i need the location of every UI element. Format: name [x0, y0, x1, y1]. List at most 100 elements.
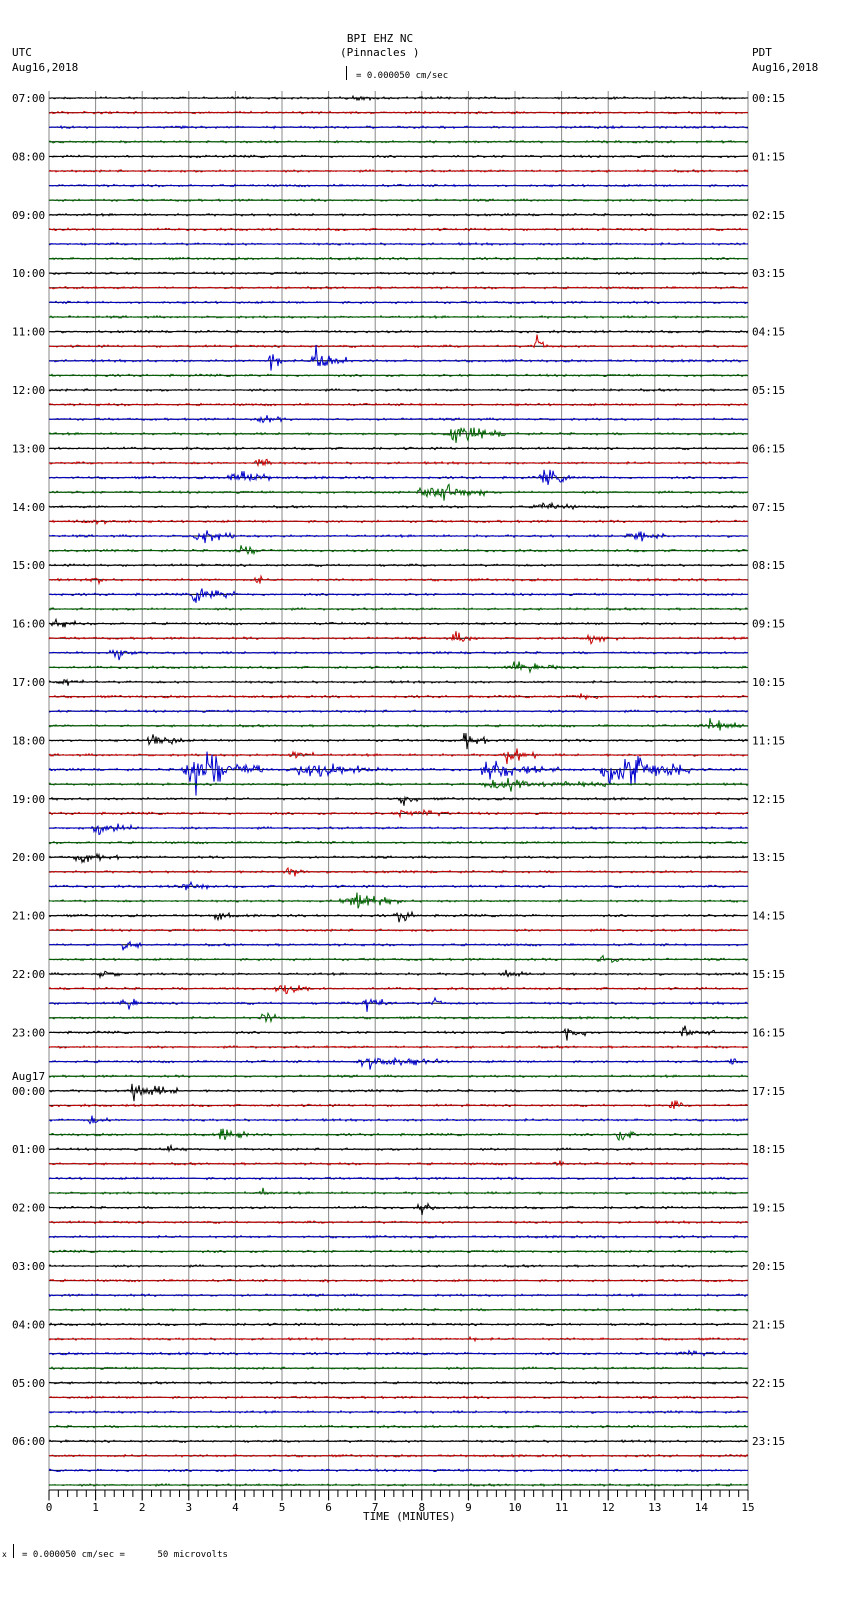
seismic-trace: [48, 751, 749, 796]
seismic-trace: [48, 334, 749, 349]
seismic-trace: [48, 314, 749, 320]
seismic-trace: [48, 329, 749, 334]
seismic-trace: [48, 483, 749, 501]
pdt-hour-label: 16:15: [752, 1026, 785, 1039]
x-tick-label: 12: [602, 1501, 615, 1514]
seismic-trace: [48, 693, 749, 701]
seismic-trace: [48, 852, 749, 865]
x-tick-label: 7: [372, 1501, 379, 1514]
seismic-trace: [48, 469, 749, 485]
pdt-hour-label: 04:15: [752, 326, 785, 339]
utc-hour-label: 16:00: [12, 618, 45, 631]
utc-hour-label: 19:00: [12, 793, 45, 806]
seismic-trace: [49, 1366, 749, 1371]
seismic-trace: [48, 1201, 749, 1216]
seismic-trace: [48, 1234, 749, 1239]
pdt-hour-label: 14:15: [752, 910, 785, 923]
seismic-trace: [48, 94, 749, 102]
utc-hour-label: 23:00: [12, 1026, 45, 1039]
seismic-trace: [48, 880, 749, 891]
seismic-trace: [48, 458, 749, 468]
utc-hour-label: 09:00: [12, 209, 45, 222]
utc-hour-label: 20:00: [12, 851, 45, 864]
left-timezone: UTC: [12, 46, 32, 59]
seismic-trace: [48, 1322, 749, 1327]
x-tick-label: 4: [232, 1501, 239, 1514]
utc-hour-label: 03:00: [12, 1260, 45, 1273]
seismic-trace: [48, 285, 748, 290]
seismic-trace: [48, 545, 749, 556]
pdt-hour-label: 15:15: [752, 968, 785, 981]
seismic-trace: [48, 1044, 749, 1050]
seismic-trace: [48, 606, 749, 612]
utc-hour-label: 08:00: [12, 150, 45, 163]
seismic-trace: [48, 530, 749, 544]
x-tick-label: 10: [508, 1501, 521, 1514]
seismic-trace: [48, 969, 749, 980]
x-tick-label: 9: [465, 1501, 472, 1514]
seismic-trace: [48, 212, 749, 218]
seismic-trace: [48, 631, 749, 645]
seismic-trace: [48, 1176, 749, 1181]
seismic-trace: [48, 892, 749, 909]
seismic-trace: [48, 1187, 749, 1196]
seismic-trace: [48, 168, 749, 174]
utc-hour-label: 01:00: [12, 1143, 45, 1156]
seismic-trace: [48, 1482, 749, 1488]
pdt-hour-label: 09:15: [752, 618, 785, 631]
x-tick-label: 0: [46, 1501, 53, 1514]
seismic-trace: [48, 954, 749, 964]
utc-hour-label: 14:00: [12, 501, 45, 514]
seismic-trace: [48, 373, 748, 378]
scale-bar-icon: [346, 66, 347, 80]
pdt-hour-label: 11:15: [752, 734, 785, 747]
seismic-trace: [48, 1263, 749, 1269]
seismic-trace: [48, 574, 749, 586]
right-timezone: PDT: [752, 46, 772, 59]
seismic-trace: [48, 795, 749, 806]
seismic-trace: [48, 661, 749, 674]
seismic-trace: [48, 678, 749, 686]
pdt-hour-label: 17:15: [752, 1085, 785, 1098]
x-tick-label: 3: [185, 1501, 192, 1514]
seismic-trace: [48, 1409, 749, 1415]
utc-hour-label: Aug17: [12, 1070, 45, 1083]
seismic-trace: [48, 709, 749, 714]
footer-prefix: x: [2, 1550, 7, 1559]
pdt-hour-label: 18:15: [752, 1143, 785, 1156]
seismic-trace: [48, 446, 749, 451]
seismic-trace: [48, 519, 749, 526]
pdt-hour-label: 05:15: [752, 384, 785, 397]
pdt-hour-label: 07:15: [752, 501, 785, 514]
seismic-trace: [48, 256, 749, 261]
utc-hour-label: 00:00: [12, 1085, 45, 1098]
seismic-trace: [48, 1293, 749, 1298]
seismic-trace: [48, 808, 749, 819]
x-tick-label: 14: [695, 1501, 709, 1514]
seismic-trace: [48, 1249, 749, 1254]
pdt-hour-label: 02:15: [752, 209, 785, 222]
utc-hour-label: 04:00: [12, 1318, 45, 1331]
seismic-trace: [48, 1278, 749, 1284]
seismic-trace: [48, 1380, 749, 1385]
seismic-trace: [48, 823, 749, 836]
seismic-trace: [48, 910, 748, 923]
pdt-hour-label: 23:15: [752, 1435, 785, 1448]
utc-hour-label: 11:00: [12, 326, 45, 339]
seismic-trace: [48, 985, 748, 995]
footer-scale-bar-icon: [13, 1544, 14, 1558]
seismic-trace: [48, 733, 749, 750]
seismic-trace: [48, 1468, 749, 1473]
pdt-hour-label: 13:15: [752, 851, 785, 864]
seismic-trace: [48, 617, 749, 628]
seismic-trace: [48, 501, 749, 511]
seismic-trace: [48, 1115, 749, 1125]
pdt-hour-label: 12:15: [752, 793, 785, 806]
seismic-trace: [48, 563, 748, 568]
seismic-trace: [49, 227, 749, 232]
utc-hour-label: 10:00: [12, 267, 45, 280]
seismic-trace: [49, 940, 749, 951]
utc-hour-label: 13:00: [12, 442, 45, 455]
x-tick-label: 13: [648, 1501, 661, 1514]
seismic-trace: [48, 1453, 749, 1458]
